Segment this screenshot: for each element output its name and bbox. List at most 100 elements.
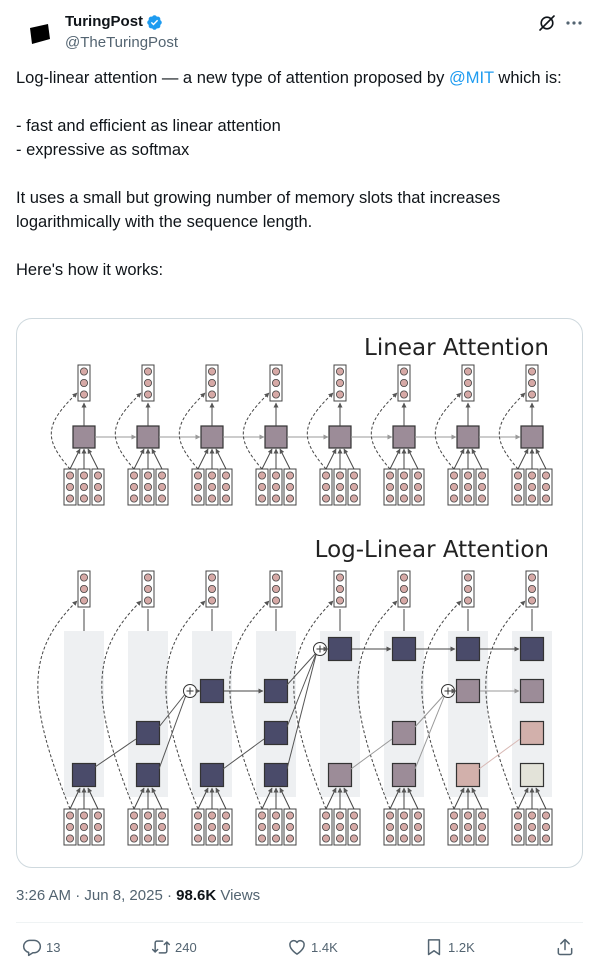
token-dot	[207, 494, 216, 503]
memory-state	[135, 762, 161, 788]
token-dot	[449, 811, 458, 820]
token-dot	[349, 494, 358, 503]
token-dot	[144, 573, 153, 582]
flow-arrow	[261, 448, 273, 470]
bookmark-button[interactable]: 1.2K	[424, 931, 475, 963]
token-dot	[130, 494, 139, 503]
token-dot	[527, 573, 536, 582]
token-dot	[399, 482, 408, 491]
token-dot	[80, 822, 89, 831]
tweet-text: Log-linear attention — a new type of att…	[16, 66, 583, 282]
flow-arrow	[453, 448, 465, 470]
memory-state	[392, 425, 416, 449]
token-dot	[385, 494, 394, 503]
token-dot	[257, 494, 266, 503]
flow-arrow	[133, 787, 145, 810]
reply-icon	[22, 939, 42, 957]
flow-arrow	[293, 600, 334, 810]
flow-arrow	[306, 392, 334, 470]
token-dot	[413, 494, 422, 503]
token-dot	[66, 471, 75, 480]
memory-state	[519, 636, 545, 662]
media-image[interactable]: Linear Attention Log-Linear Attention	[16, 318, 583, 868]
memory-state	[455, 762, 481, 788]
memory-state	[391, 762, 417, 788]
token-dot	[207, 573, 216, 582]
token-dot	[157, 834, 166, 843]
token-dot	[207, 811, 216, 820]
token-dot	[130, 482, 139, 491]
grok-icon[interactable]	[537, 13, 557, 33]
flow-arrow	[407, 787, 419, 810]
more-icon[interactable]	[563, 13, 585, 33]
token-dot	[413, 482, 422, 491]
tweet-time[interactable]: 3:26 AM	[16, 887, 72, 904]
flow-arrow	[357, 600, 398, 810]
flow-arrow	[197, 787, 209, 810]
flow-arrow	[261, 787, 273, 810]
merge-line	[414, 694, 445, 728]
attention-diagram: Linear Attention Log-Linear Attention	[37, 335, 553, 846]
reply-button[interactable]: 13	[22, 931, 60, 963]
retweet-button[interactable]: 240	[151, 931, 197, 963]
bookmark-icon	[427, 939, 441, 956]
token-dot	[257, 834, 266, 843]
memory-state	[391, 720, 417, 746]
retweet-icon	[151, 940, 171, 954]
avatar[interactable]	[20, 14, 60, 54]
mention-link[interactable]: @MIT	[448, 69, 494, 87]
meta-separator: ·	[75, 887, 81, 904]
flow-arrow	[242, 392, 270, 470]
memory-state	[263, 720, 289, 746]
flow-arrow	[407, 448, 419, 470]
token-dot	[335, 834, 344, 843]
token-dot	[463, 811, 472, 820]
tweet-date[interactable]: Jun 8, 2025	[84, 887, 163, 904]
token-dot	[257, 811, 266, 820]
share-button[interactable]	[555, 931, 575, 963]
action-bar: 13 240 1.4K 1.2K	[0, 931, 599, 963]
token-dot	[80, 390, 89, 399]
token-dot	[144, 379, 153, 388]
meta-separator-2: ·	[166, 887, 172, 904]
merge-line	[414, 696, 445, 770]
token-dot	[271, 822, 280, 831]
flow-arrow	[343, 448, 355, 470]
token-dot	[207, 379, 216, 388]
like-button[interactable]: 1.4K	[287, 931, 338, 963]
flow-arrow	[343, 787, 355, 810]
turingpost-logo-icon	[30, 24, 50, 44]
token-dot	[144, 494, 153, 503]
token-dot	[271, 482, 280, 491]
token-dot	[80, 471, 89, 480]
token-dot	[527, 811, 536, 820]
memory-state	[71, 762, 97, 788]
token-dot	[144, 584, 153, 593]
merge-line	[478, 738, 521, 770]
token-dot	[463, 482, 472, 491]
token-dot	[399, 379, 408, 388]
memory-state	[199, 678, 225, 704]
token-dot	[144, 822, 153, 831]
token-dot	[321, 811, 330, 820]
token-dot	[144, 834, 153, 843]
token-dot	[477, 482, 486, 491]
token-dot	[527, 494, 536, 503]
token-dot	[527, 822, 536, 831]
token-dot	[449, 471, 458, 480]
reply-count: 13	[46, 939, 61, 955]
token-dot	[221, 482, 230, 491]
flow-arrow	[178, 392, 206, 470]
memory-state	[264, 425, 288, 449]
token-dot	[94, 471, 103, 480]
author-handle[interactable]: @TheTuringPost	[65, 34, 179, 51]
token-dot	[221, 471, 230, 480]
token-dot	[399, 367, 408, 376]
token-dot	[271, 596, 280, 605]
token-dot	[527, 471, 536, 480]
token-dot	[527, 482, 536, 491]
token-dot	[335, 482, 344, 491]
display-name[interactable]: TuringPost	[65, 13, 144, 30]
memory-state	[455, 678, 481, 704]
token-dot	[385, 482, 394, 491]
